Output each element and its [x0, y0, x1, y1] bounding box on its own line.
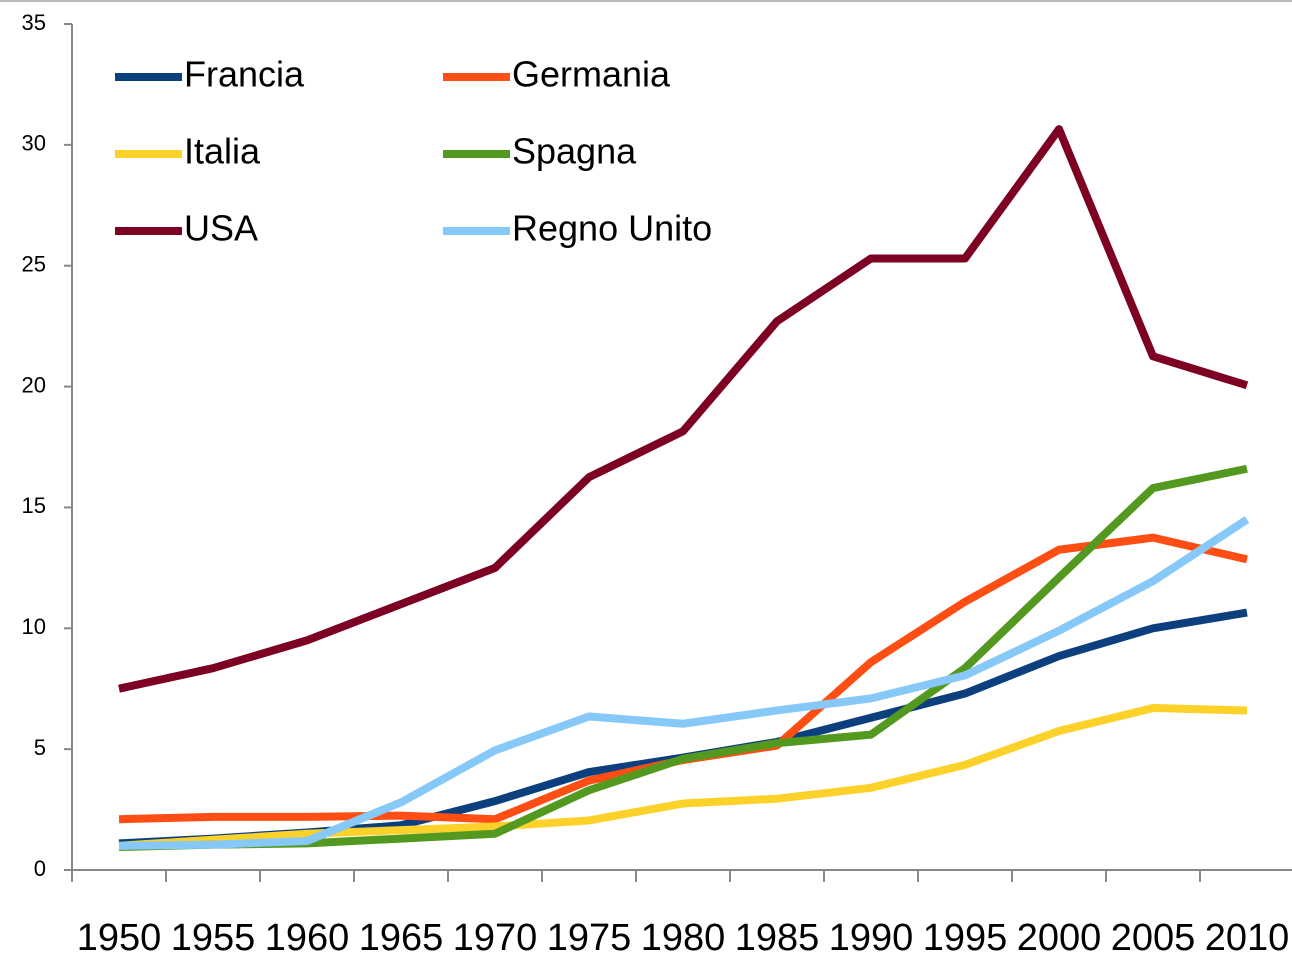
legend-label: Francia [184, 54, 305, 95]
y-tick-label: 5 [34, 735, 46, 760]
x-tick-label: 1955 [171, 917, 256, 955]
x-tick-label: 1970 [453, 917, 538, 955]
y-tick-label: 10 [22, 614, 46, 639]
x-tick-label: 1975 [547, 917, 632, 955]
y-tick-label: 0 [34, 856, 46, 881]
legend-label: Spagna [512, 131, 637, 172]
legend-label: Regno Unito [512, 208, 712, 249]
x-tick-label: 1965 [359, 917, 444, 955]
x-tick-label: 2010 [1205, 917, 1290, 955]
legend-label: USA [184, 208, 258, 249]
y-tick-label: 20 [22, 372, 46, 397]
x-tick-label: 1950 [77, 917, 162, 955]
y-tick-label: 15 [22, 493, 46, 518]
x-tick-label: 1985 [735, 917, 820, 955]
series-line [118, 704, 1248, 850]
series-line [118, 533, 1248, 824]
y-tick-label: 25 [22, 252, 46, 277]
series-line [118, 516, 1250, 850]
x-tick-label: 2000 [1017, 917, 1102, 955]
legend-label: Germania [512, 54, 671, 95]
x-tick-label: 1990 [829, 917, 914, 955]
y-tick-label: 30 [22, 131, 46, 156]
series-line [118, 464, 1248, 852]
x-tick-label: 2005 [1111, 917, 1196, 955]
series-line [118, 125, 1249, 693]
y-tick-label: 35 [22, 10, 46, 35]
x-tick-label: 1995 [923, 917, 1008, 955]
x-tick-label: 1960 [265, 917, 350, 955]
legend-label: Italia [184, 131, 261, 172]
x-tick-label: 1980 [641, 917, 726, 955]
